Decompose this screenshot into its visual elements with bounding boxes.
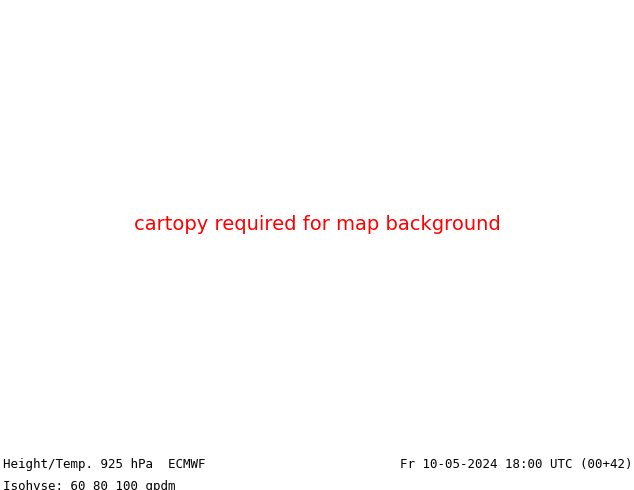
Text: Fr 10-05-2024 18:00 UTC (00+42): Fr 10-05-2024 18:00 UTC (00+42) <box>400 458 633 471</box>
Text: cartopy required for map background: cartopy required for map background <box>134 216 500 234</box>
Text: Height/Temp. 925 hPa  ECMWF: Height/Temp. 925 hPa ECMWF <box>3 458 205 471</box>
Text: Isohyse: 60 80 100 gpdm: Isohyse: 60 80 100 gpdm <box>3 480 176 490</box>
